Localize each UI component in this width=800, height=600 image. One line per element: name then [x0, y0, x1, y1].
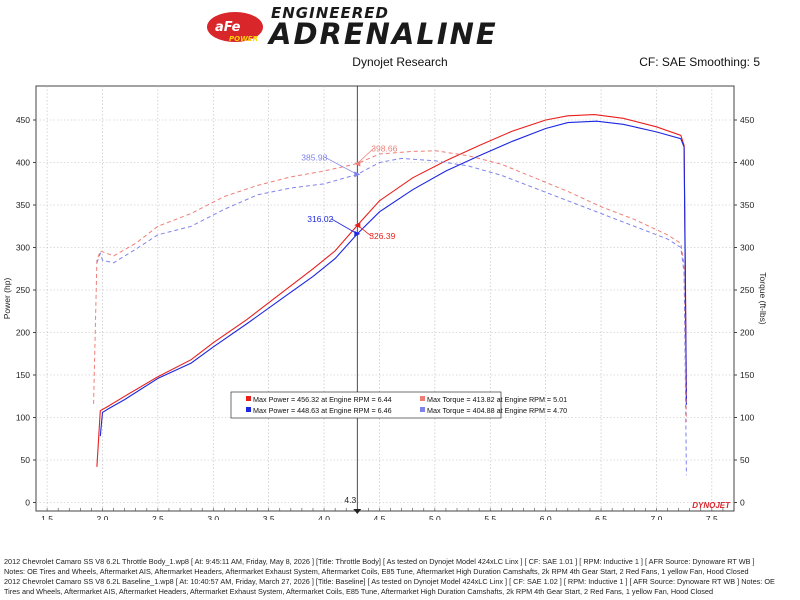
x-tick-label: 5.5 [484, 514, 496, 520]
x-tick-label: 3.5 [263, 514, 275, 520]
svg-text:aFe: aFe [215, 20, 241, 35]
x-tick-label: 6.0 [540, 514, 552, 520]
annotation-marker [354, 230, 361, 237]
y-tick-label: 100 [16, 413, 30, 423]
y-axis-label: Power (hp) [2, 278, 12, 320]
legend-entry: Max Torque = 413.82 at Engine RPM = 5.01 [427, 395, 567, 404]
brand-main-text: ADRENALINE [269, 17, 498, 51]
afe-adrenaline-logo: aFe POWER ENGINEERED ADRENALINE [205, 4, 605, 51]
annotation-label: 398.66 [371, 144, 397, 154]
y2-tick-label: 450 [740, 115, 754, 125]
legend-entry: Max Power = 456.32 at Engine RPM = 6.44 [253, 395, 392, 404]
x-tick-label: 4.5 [374, 514, 386, 520]
x-tick-label: 1.5 [41, 514, 53, 520]
legend-swatch [420, 396, 425, 401]
series-line-torque-run1 [93, 150, 687, 422]
x-tick-label: 4.0 [318, 514, 330, 520]
y-tick-label: 200 [16, 328, 30, 338]
legend-box [230, 391, 502, 419]
run2-note-line1: 2012 Chevrolet Camaro SS V8 6.2L Baselin… [4, 577, 775, 586]
x-tick-label: 2.0 [97, 514, 109, 520]
series-line-power-run2 [99, 120, 687, 437]
annotation-label: 385.98 [301, 152, 327, 162]
y2-tick-label: 250 [740, 285, 754, 295]
y-tick-label: 400 [16, 158, 30, 168]
annotation-marker [354, 160, 361, 167]
y2-tick-label: 50 [740, 455, 750, 465]
dynojet-watermark: DYNOJET [692, 501, 731, 510]
x-tick-label: 7.5 [706, 514, 718, 520]
run1-note-line2: Notes: OE Tires and Wheels, Aftermarket … [4, 567, 749, 576]
y2-tick-label: 200 [740, 328, 754, 338]
x-tick-label: 6.5 [595, 514, 607, 520]
run1-note-line1: 2012 Chevrolet Camaro SS V8 6.2L Throttl… [4, 557, 755, 566]
dyno-title: Dynojet Research [352, 55, 448, 69]
annotation-marker [354, 222, 361, 229]
afe-power-badge: aFe POWER [207, 12, 263, 43]
y-tick-label: 50 [21, 455, 31, 465]
y-tick-label: 300 [16, 243, 30, 253]
series-line-power-run1 [96, 114, 687, 467]
series-line-torque-run2 [96, 157, 687, 476]
y-tick-label: 150 [16, 370, 30, 380]
annotation-leader [331, 218, 358, 235]
y-tick-label: 450 [16, 115, 30, 125]
brand-top-text: ENGINEERED [271, 4, 389, 22]
rpm-cursor-marker [353, 509, 362, 514]
legend-swatch [246, 407, 251, 412]
legend-entry: Max Power = 448.63 at Engine RPM = 6.46 [253, 406, 392, 415]
annotation-leader [325, 157, 358, 175]
y2-tick-label: 100 [740, 413, 754, 423]
x-tick-label: 3.0 [207, 514, 219, 520]
annotation-marker [354, 171, 361, 178]
x-tick-label: 2.5 [152, 514, 164, 520]
x-tick-label: 5.0 [429, 514, 441, 520]
y2-axis-label: Torque (ft-lbs) [758, 272, 768, 325]
annotation-label: 316.02 [307, 214, 333, 224]
y2-tick-label: 150 [740, 370, 754, 380]
y2-tick-label: 400 [740, 158, 754, 168]
legend-entry: Max Torque = 404.88 at Engine RPM = 4.70 [427, 406, 567, 415]
dyno-chart: 0 0 50 50 100 100 150 150 200 200 250 250 300 300 350 3… [2, 85, 768, 520]
x-tick-label: 7.0 [651, 514, 663, 520]
svg-text:POWER: POWER [229, 35, 258, 43]
y2-tick-label: 300 [740, 243, 754, 253]
plot-area [35, 85, 735, 512]
legend-swatch [420, 407, 425, 412]
rpm-cursor-label: 4.3 [344, 495, 356, 505]
annotation-label: 326.39 [369, 231, 395, 241]
run2-note-line2: Tires and Wheels, Aftermarket AIS, After… [4, 587, 714, 596]
y2-tick-label: 0 [740, 498, 745, 508]
y2-tick-label: 350 [740, 200, 754, 210]
cf-smoothing-info: CF: SAE Smoothing: 5 [639, 55, 760, 69]
y-tick-label: 0 [25, 498, 30, 508]
y-tick-label: 350 [16, 200, 30, 210]
y-tick-label: 250 [16, 285, 30, 295]
legend-swatch [246, 396, 251, 401]
